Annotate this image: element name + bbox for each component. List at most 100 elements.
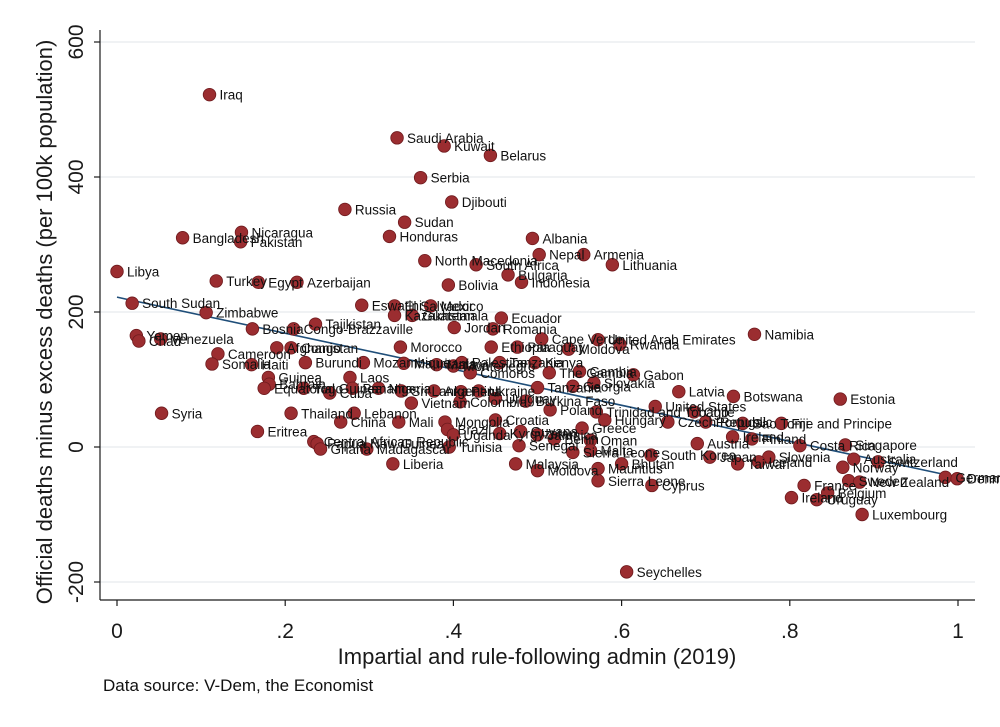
point-label: The Gambia bbox=[559, 366, 634, 381]
point-label: Sierra Leone bbox=[583, 445, 660, 460]
point-label: Senegal bbox=[529, 439, 579, 454]
data-point bbox=[284, 341, 298, 355]
data-point bbox=[338, 202, 352, 217]
y-tick-label: -200 bbox=[65, 561, 88, 603]
data-point bbox=[382, 229, 397, 244]
point-label: Cyprus bbox=[662, 478, 705, 493]
data-point bbox=[747, 327, 762, 341]
point-label: Croatia bbox=[505, 413, 549, 428]
point-label: Luxembourg bbox=[872, 508, 947, 523]
point-label: Eswatini bbox=[372, 298, 422, 313]
point-label: Papua New Guinea bbox=[327, 437, 445, 452]
data-point bbox=[471, 384, 486, 398]
data-point bbox=[405, 308, 419, 323]
point-label: Cuba bbox=[340, 386, 373, 401]
data-point bbox=[371, 381, 386, 395]
point-label: China bbox=[351, 415, 387, 430]
point-label: Sweden bbox=[859, 474, 908, 489]
data-point bbox=[583, 443, 598, 458]
data-point bbox=[703, 450, 717, 464]
point-label: Colombia bbox=[470, 395, 528, 410]
data-point bbox=[392, 415, 406, 429]
data-point bbox=[514, 275, 529, 290]
point-label: Estonia bbox=[850, 392, 896, 407]
data-point bbox=[393, 340, 408, 354]
data-point bbox=[494, 311, 509, 325]
point-label: Somalia bbox=[222, 357, 271, 372]
point-label: Liberia bbox=[403, 457, 444, 472]
data-point bbox=[286, 322, 301, 336]
point-label: Vietnam bbox=[421, 396, 470, 411]
y-axis-title: Official deaths minus excess deaths (per… bbox=[32, 40, 57, 605]
point-label: Peru bbox=[471, 385, 500, 400]
point-label: Guatemala bbox=[422, 308, 489, 323]
point-label: Kyrgyzstan bbox=[510, 427, 577, 442]
data-point bbox=[508, 457, 523, 471]
data-point bbox=[323, 386, 337, 400]
data-point bbox=[488, 413, 503, 427]
point-label: Bosnia bbox=[262, 322, 304, 337]
data-point bbox=[648, 399, 662, 414]
point-label: Rwanda bbox=[630, 337, 680, 352]
data-point bbox=[810, 492, 824, 507]
x-tick-label: .4 bbox=[445, 620, 463, 643]
data-point bbox=[418, 254, 432, 268]
data-point bbox=[211, 347, 225, 361]
point-label: Brazil bbox=[458, 422, 492, 437]
data-point bbox=[397, 215, 412, 229]
data-point bbox=[532, 247, 546, 262]
point-label: Ecuador bbox=[511, 311, 562, 326]
data-point bbox=[270, 341, 284, 355]
point-label: Norway bbox=[853, 460, 899, 475]
data-point bbox=[847, 452, 861, 466]
point-label: Czech Republic bbox=[678, 415, 773, 430]
data-point bbox=[838, 438, 853, 452]
data-point bbox=[690, 436, 704, 451]
data-point bbox=[530, 428, 545, 442]
y-tick-label: 200 bbox=[65, 294, 88, 329]
point-label: Switzerland bbox=[888, 455, 958, 470]
data-point bbox=[453, 395, 467, 409]
point-label: Nicaragua bbox=[251, 225, 313, 240]
data-point bbox=[793, 438, 807, 453]
data-point bbox=[543, 403, 557, 417]
data-point bbox=[519, 394, 533, 408]
point-label: Uruguay bbox=[827, 493, 878, 508]
data-point bbox=[205, 357, 219, 371]
point-label: North Macedonia bbox=[435, 254, 538, 269]
data-point bbox=[360, 442, 374, 456]
point-label: Togo bbox=[314, 381, 343, 396]
point-label: El Salvador bbox=[405, 299, 475, 314]
data-point bbox=[820, 486, 835, 500]
point-label: Azerbaijan bbox=[307, 275, 371, 290]
data-point bbox=[441, 278, 456, 292]
data-point bbox=[566, 379, 580, 393]
data-point bbox=[404, 396, 419, 410]
point-label: Benin bbox=[564, 432, 599, 447]
point-label: Latvia bbox=[689, 385, 726, 400]
point-label: Singapore bbox=[855, 438, 917, 453]
point-label: Eritrea bbox=[267, 424, 307, 439]
data-point bbox=[455, 355, 469, 370]
data-point bbox=[726, 389, 741, 404]
y-tick-label: 600 bbox=[65, 24, 88, 59]
data-point bbox=[561, 342, 576, 356]
point-label: Morocco bbox=[410, 340, 462, 355]
point-label: Uruguay bbox=[505, 391, 556, 406]
point-label: Tanzania bbox=[548, 381, 603, 396]
point-label: Panama bbox=[362, 381, 413, 396]
data-point bbox=[298, 355, 313, 370]
point-label: Zimbabwe bbox=[216, 306, 278, 321]
point-label: Comoros bbox=[480, 366, 535, 381]
point-label: Bulgaria bbox=[518, 268, 568, 283]
point-label: Trinidad and Tobago bbox=[606, 405, 728, 420]
point-label: Austria bbox=[707, 437, 750, 452]
point-label: Hungary bbox=[615, 413, 666, 428]
point-label: Botswana bbox=[743, 389, 803, 404]
data-point bbox=[619, 565, 634, 579]
data-point bbox=[699, 415, 713, 429]
data-point bbox=[290, 275, 304, 290]
point-label: Iceland bbox=[769, 455, 813, 470]
point-label: Djibouti bbox=[462, 195, 507, 210]
